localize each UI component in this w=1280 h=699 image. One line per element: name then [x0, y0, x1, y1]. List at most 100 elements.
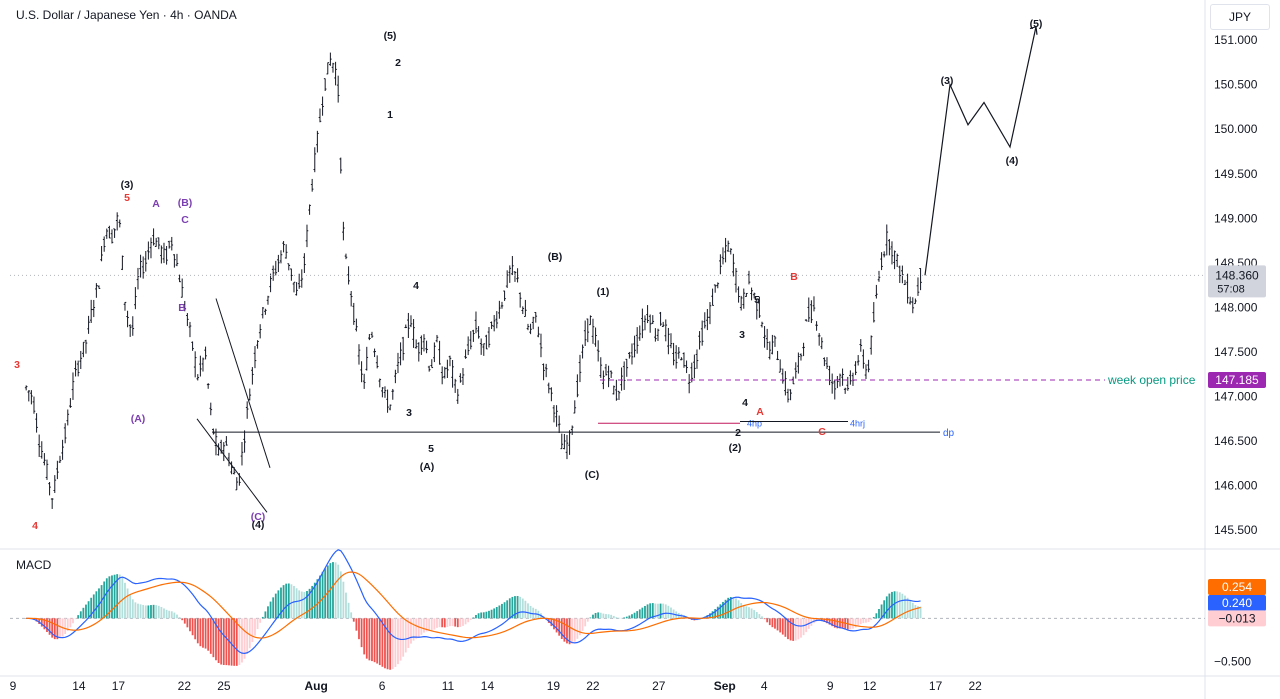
macd-histogram-bar: [157, 605, 160, 619]
symbol-title[interactable]: U.S. Dollar / Japanese Yen · 4h · OANDA: [16, 8, 237, 22]
ohlc-bar: [638, 325, 642, 341]
ohlc-bar: [799, 353, 803, 361]
macd-histogram-bar: [425, 618, 428, 632]
time-tick-label: 9: [827, 679, 834, 693]
ohlc-bar: [144, 250, 148, 272]
ohlc-bar: [141, 256, 145, 279]
macd-histogram-bar: [620, 617, 623, 619]
macd-histogram-bar: [150, 605, 152, 619]
macd-histogram-bar: [95, 591, 98, 619]
ohlc-bar: [339, 157, 343, 174]
ohlc-bar: [430, 359, 434, 369]
ohlc-bar: [690, 362, 694, 383]
macd-histogram-bar: [308, 588, 311, 619]
ohlc-bar: [388, 404, 392, 411]
ohlc-bar: [394, 369, 397, 384]
macd-histogram-bar: [475, 614, 477, 619]
ohlc-bar: [589, 315, 592, 326]
macd-histogram-bar: [607, 614, 610, 619]
time-tick-label: Aug: [304, 679, 327, 693]
macd-histogram-bar: [862, 618, 865, 624]
ohlc-bar: [846, 376, 850, 391]
macd-histogram-bar: [176, 614, 178, 619]
ohlc-bar: [620, 367, 623, 391]
macd-histogram-bar: [155, 605, 158, 619]
currency-button[interactable]: JPY: [1210, 4, 1270, 30]
ohlc-bar: [162, 242, 166, 264]
macd-histogram-bar: [64, 618, 67, 635]
macd-histogram-bar: [755, 611, 758, 619]
ohlc-bar: [474, 311, 478, 334]
ohlc-bar: [300, 269, 304, 288]
macd-histogram-bar: [108, 576, 111, 619]
macd-histogram-bar: [584, 618, 587, 627]
ohlc-bar: [503, 290, 506, 301]
macd-histogram-bar: [529, 605, 532, 619]
ohlc-bar: [69, 398, 72, 408]
macd-histogram-bar: [740, 602, 743, 619]
macd-histogram-bar: [69, 618, 72, 628]
ohlc-bar: [625, 358, 629, 377]
projection-wave-label: (4): [1006, 155, 1019, 167]
ohlc-bar: [199, 355, 202, 377]
ohlc-bar: [214, 428, 218, 456]
macd-histogram-bar: [711, 611, 714, 619]
macd-histogram-bar: [482, 612, 485, 619]
ohlc-bar: [513, 271, 517, 282]
countdown-value: 57:08: [1217, 283, 1245, 295]
ohlc-bar: [282, 241, 285, 253]
macd-histogram-bar: [508, 598, 511, 619]
ohlc-bar: [495, 311, 499, 329]
macd-histogram-bar: [456, 618, 459, 628]
ohlc-bar: [685, 360, 688, 374]
macd-histogram-bar: [901, 593, 904, 619]
macd-histogram-bar: [105, 578, 108, 619]
wave-label: A: [152, 198, 160, 210]
ohlc-bar: [773, 335, 777, 347]
macd-histogram-bar: [714, 609, 717, 619]
ohlc-bar: [604, 363, 608, 376]
wave-label: (3): [121, 179, 134, 191]
ohlc-bar: [401, 336, 405, 361]
macd-histogram-bar: [532, 607, 535, 619]
time-axis[interactable]: 9 14 17 22 25 Aug 6 11 14 19 22 27 Sep 4 9 12 17 22: [10, 679, 982, 693]
ohlc-bar: [823, 357, 826, 367]
ohlc-bar: [771, 334, 774, 355]
ohlc-bar: [615, 379, 618, 401]
macd-histogram-bar: [644, 605, 646, 619]
wave-label: (A): [420, 461, 435, 473]
ohlc-bar: [599, 357, 603, 378]
ohlc-bar: [271, 265, 275, 281]
macd-histogram-bar: [781, 618, 784, 635]
macd-histogram-bar: [872, 617, 875, 619]
price-tick-label: 149.000: [1214, 211, 1258, 225]
macd-histogram-bar: [116, 574, 119, 619]
macd-histogram-bar: [147, 605, 150, 619]
ohlc-bar: [612, 385, 616, 395]
macd-histogram-bar: [407, 618, 410, 648]
macd-histogram-bar: [423, 618, 425, 633]
ohlc-bar: [357, 344, 361, 365]
macd-histogram-bar: [794, 618, 797, 641]
ohlc-bar: [342, 221, 345, 241]
ohlc-bar: [266, 295, 270, 305]
ohlc-bar: [669, 333, 673, 349]
ohlc-bar: [253, 346, 257, 369]
macd-histogram-bar: [373, 618, 376, 663]
week-open-label: week open price: [1107, 373, 1196, 387]
price-axis[interactable]: 145.500 146.000 146.500 147.000 147.500 148.0…: [1214, 33, 1258, 669]
macd-histogram-bar: [511, 596, 514, 619]
ohlc-bar: [511, 256, 514, 276]
ohlc-bar: [201, 357, 205, 372]
macd-histogram-bar: [761, 616, 763, 619]
ohlc-bar: [365, 346, 369, 371]
price-tick-label: 146.500: [1214, 434, 1258, 448]
ohlc-bar: [521, 306, 525, 315]
ohlc-bar: [440, 366, 444, 385]
ohlc-bar: [682, 352, 686, 368]
macd-label[interactable]: MACD: [16, 558, 52, 572]
time-tick-label: 22: [178, 679, 192, 693]
macd-histogram-bar: [438, 618, 441, 628]
ohlc-bar: [635, 327, 639, 354]
